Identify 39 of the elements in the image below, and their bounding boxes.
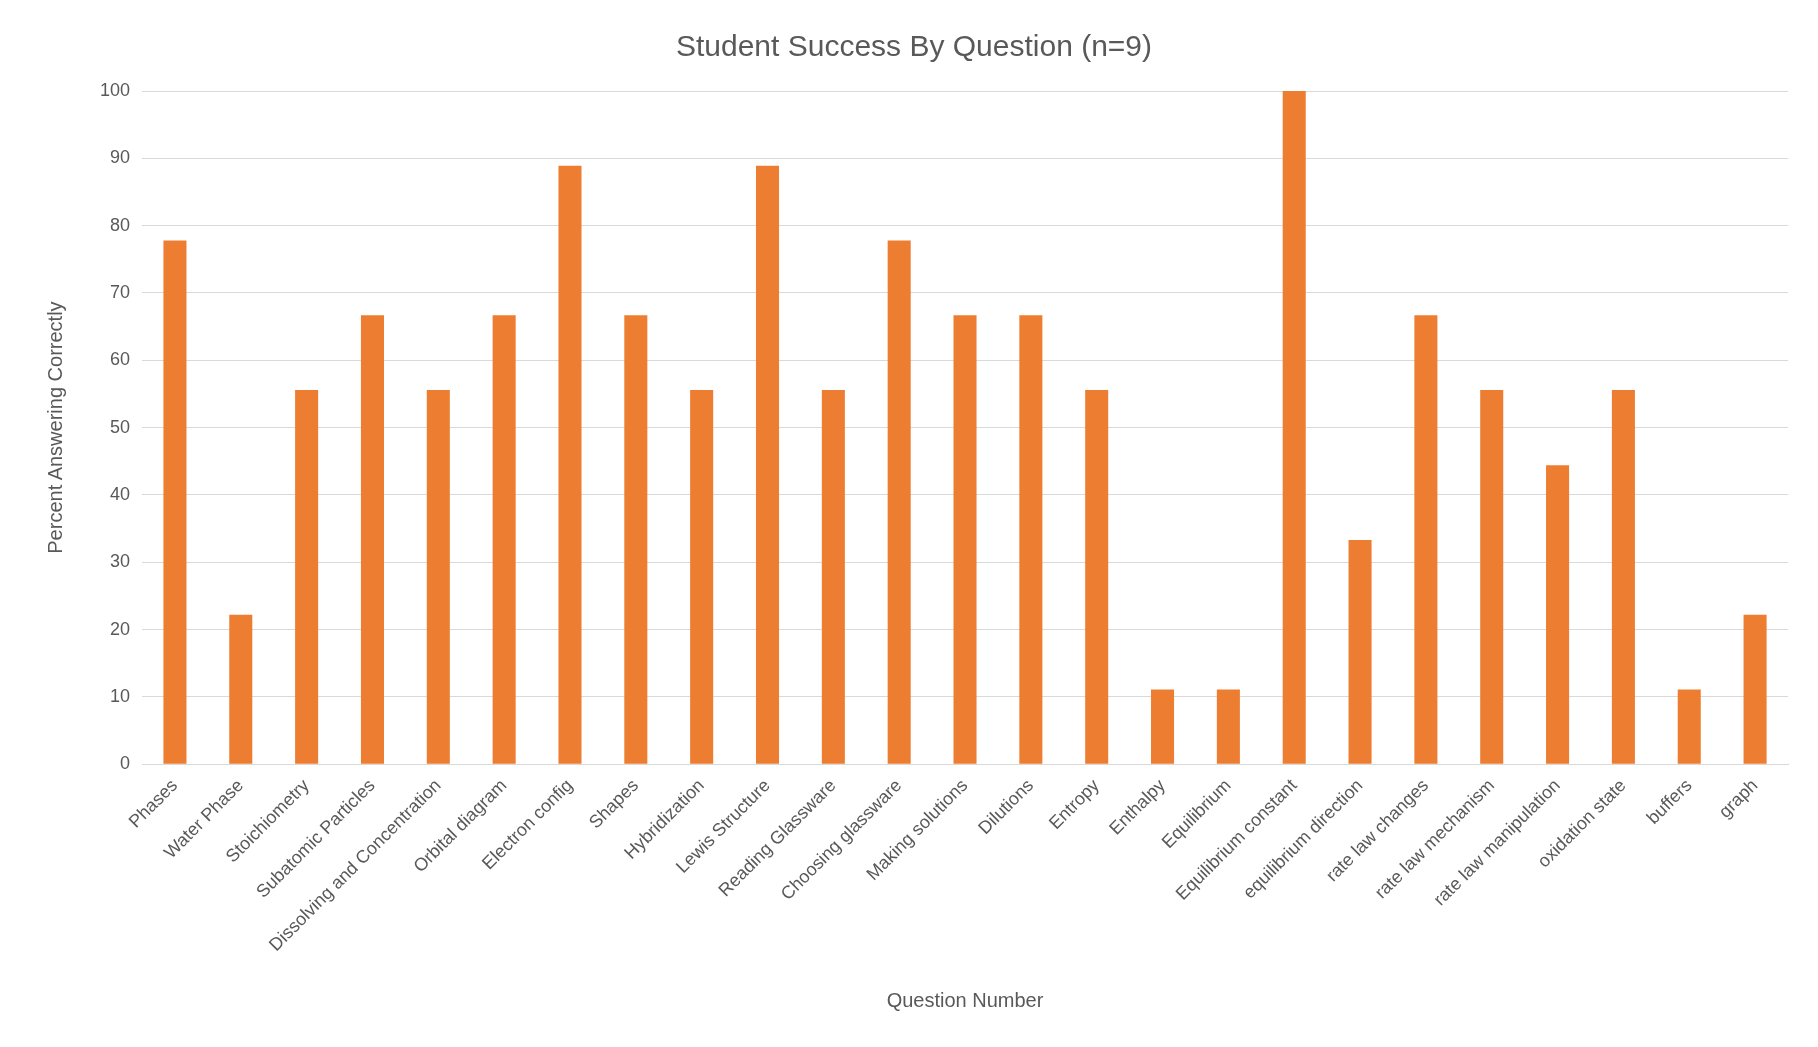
bar	[1151, 689, 1175, 764]
bar	[1348, 540, 1372, 764]
bar	[492, 315, 516, 764]
y-tick-label: 20	[110, 618, 131, 639]
bar	[163, 240, 187, 764]
y-tick-label: 90	[110, 147, 131, 168]
chart-title: Student Success By Question (n=9)	[675, 29, 1153, 63]
bar	[295, 389, 319, 764]
y-tick-label: 30	[110, 551, 131, 572]
bar	[229, 614, 253, 764]
y-tick-label: 50	[110, 416, 131, 437]
bar	[1085, 389, 1109, 764]
y-tick-label: 40	[110, 483, 131, 504]
bar	[1282, 91, 1306, 764]
bar	[1019, 315, 1043, 764]
y-axis-title: Percent Answering Correctly	[43, 301, 66, 554]
bar	[1611, 389, 1635, 764]
y-tick-label: 0	[120, 753, 131, 774]
bar	[690, 389, 714, 764]
y-tick-label: 10	[110, 685, 131, 706]
bar	[360, 315, 384, 764]
bar	[1216, 689, 1240, 764]
y-tick-label: 70	[110, 281, 131, 302]
y-tick-label: 100	[99, 79, 131, 100]
bar	[558, 165, 582, 764]
bar	[1677, 689, 1701, 764]
bar	[821, 389, 845, 764]
x-axis-title: Question Number	[886, 988, 1044, 1011]
bar	[624, 315, 648, 764]
bar	[1414, 315, 1438, 764]
bar	[1480, 389, 1504, 764]
bar	[426, 389, 450, 764]
bar	[887, 240, 911, 764]
y-tick-label: 80	[110, 214, 131, 235]
bar	[1546, 465, 1570, 764]
bar	[755, 165, 780, 764]
y-tick-label: 60	[110, 349, 131, 370]
bar	[953, 315, 977, 764]
bar	[1743, 614, 1767, 764]
